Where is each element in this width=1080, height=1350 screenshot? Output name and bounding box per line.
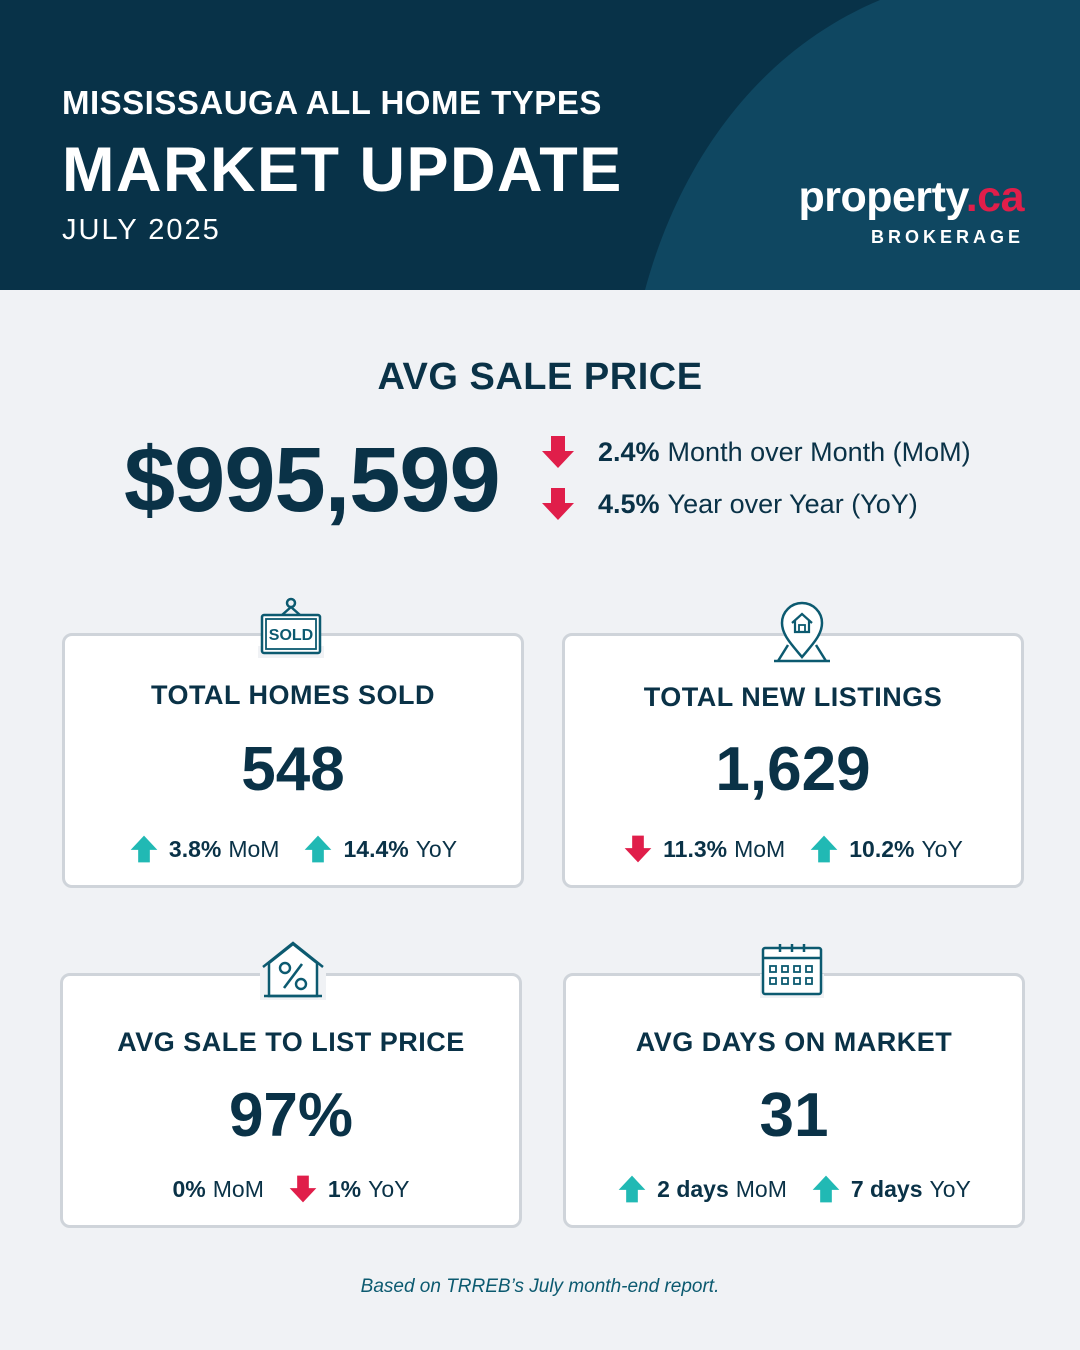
card-changes: 0% MoM 1% YoY [63,1174,519,1204]
arrow-down-icon [540,486,576,522]
house-percent-icon [260,941,326,1000]
card-new-listings: TOTAL NEW LISTINGS 1,629 11.3% MoM 10.2% Y… [562,633,1024,888]
arrow-down-icon [288,1174,318,1204]
yoy-change: 10.2% YoY [809,834,963,864]
mom-change: 11.3% MoM [623,834,785,864]
card-sale-to-list: AVG SALE TO LIST PRICE 97% 0% MoM 1% YoY [60,973,522,1228]
arrow-up-icon [809,834,839,864]
arrow-down-icon [540,434,576,470]
card-changes: 11.3% MoM 10.2% YoY [565,834,1021,864]
footnote: Based on TRREB’s July month-end report. [360,1276,720,1297]
header-curve-decoration [645,0,1080,290]
card-days-on-market: AVG DAYS ON MARKET 31 2 days MoM 7 days Yo… [563,973,1025,1228]
logo-subtitle: BROKERAGE [870,227,1024,247]
header-banner: MISSISSAUGA ALL HOME TYPES MARKET UPDATE… [0,0,1080,290]
arrow-up-icon [811,1174,841,1204]
calendar-icon [760,944,824,998]
svg-text:SOLD: SOLD [269,627,313,644]
arrow-down-icon [623,834,653,864]
yoy-change: 14.4% YoY [303,834,457,864]
card-homes-sold: TOTAL HOMES SOLD 548 3.8% MoM 14.4% YoY [62,633,524,888]
card-changes: 2 days MoM 7 days YoY [566,1174,1022,1204]
report-subtitle: MISSISSAUGA ALL HOME TYPES [62,84,602,121]
logo-wordmark: property.ca [798,173,1024,221]
yoy-change: 7 days YoY [811,1174,971,1204]
avg-price-yoy-change: 4.5% Year over Year (YoY) [540,486,918,522]
mom-change: 0% MoM [172,1175,264,1202]
mom-change: 3.8% MoM [129,834,279,864]
yoy-change: 1% YoY [288,1174,410,1204]
card-value: 1,629 [715,735,871,804]
report-date: JULY 2025 [62,214,221,246]
card-title: TOTAL NEW LISTINGS [643,682,943,712]
location-house-icon [774,601,830,663]
avg-sale-price-heading: AVG SALE PRICE [377,356,703,398]
card-value: 31 [759,1081,829,1150]
card-title: AVG SALE TO LIST PRICE [117,1027,465,1057]
brand-logo: property.ca BROKERAGE [798,176,1024,248]
arrow-up-icon [617,1174,647,1204]
card-value: 97% [228,1081,354,1150]
report-title: MARKET UPDATE [62,135,623,205]
card-changes: 3.8% MoM 14.4% YoY [65,834,521,864]
card-value: 548 [241,735,345,804]
avg-price-mom-change: 2.4% Month over Month (MoM) [540,434,971,470]
arrow-up-icon [303,834,333,864]
card-title: AVG DAYS ON MARKET [635,1027,953,1057]
sold-sign-icon: SOLD [258,597,324,658]
avg-sale-price-value: $995,599 [124,429,501,531]
card-title: TOTAL HOMES SOLD [150,680,435,710]
mom-change: 2 days MoM [617,1174,787,1204]
arrow-up-icon [129,834,159,864]
